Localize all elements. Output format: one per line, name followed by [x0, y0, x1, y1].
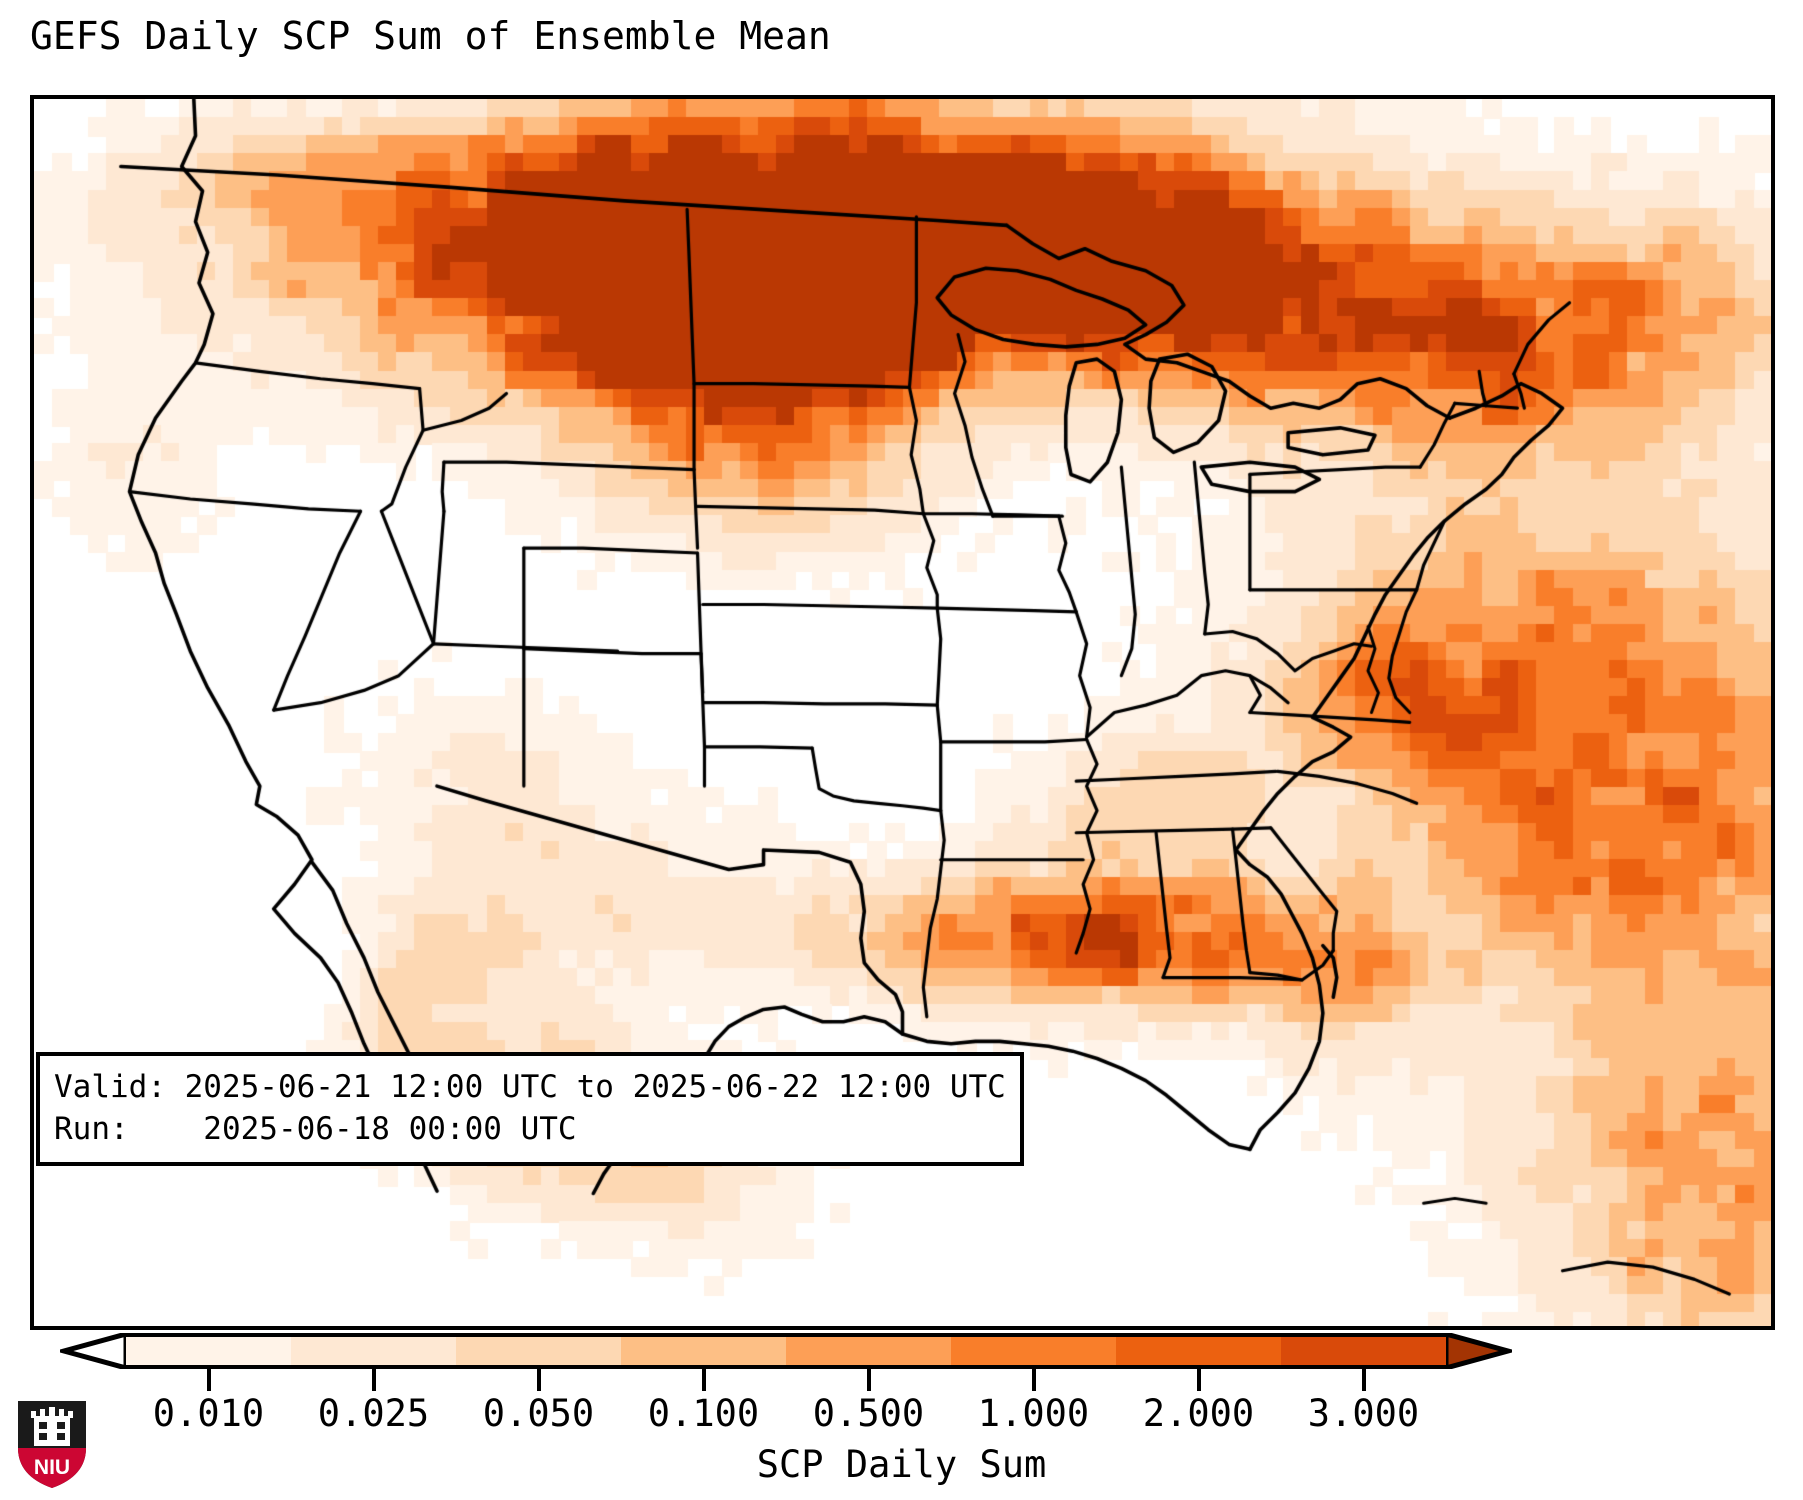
colorbar-tick-labels: 0.010 0.025 0.050 0.100 0.500 1.000 2.000 3.000 — [60, 1392, 1512, 1442]
colorbar-tick-3 — [701, 1369, 706, 1391]
colorbar-over-arrow-icon — [1446, 1333, 1512, 1369]
colorbar-tick-label-0: 0.010 — [152, 1392, 265, 1435]
colorbar-under-arrow-icon — [60, 1333, 126, 1369]
colorbar-tick-2 — [536, 1369, 541, 1391]
colorbar-bands — [126, 1333, 1446, 1369]
colorbar-band-3 — [621, 1337, 786, 1365]
annotation-valid-line: Valid: 2025-06-21 12:00 UTC to 2025-06-2… — [54, 1069, 1006, 1105]
colorbar-band-1 — [291, 1337, 456, 1365]
colorbar-tick-label-5: 1.000 — [977, 1392, 1090, 1435]
colorbar-tick-label-7: 3.000 — [1307, 1392, 1420, 1435]
colorbar — [60, 1333, 1512, 1369]
colorbar-band-4 — [786, 1337, 951, 1365]
colorbar-band-7 — [1281, 1337, 1446, 1365]
colorbar-tick-1 — [371, 1369, 376, 1391]
niu-logo-text: NIU — [34, 1456, 70, 1479]
colorbar-band-5 — [951, 1337, 1116, 1365]
colorbar-ticks — [60, 1369, 1512, 1391]
annotation-run-line: Run: 2025-06-18 00:00 UTC — [54, 1111, 577, 1148]
page-title: GEFS Daily SCP Sum of Ensemble Mean — [30, 14, 831, 58]
colorbar-band-0 — [126, 1337, 291, 1365]
colorbar-tick-0 — [206, 1369, 211, 1391]
niu-logo-icon: NIU — [18, 1401, 86, 1488]
colorbar-tick-label-1: 0.025 — [317, 1392, 430, 1435]
valid-run-annotation-box: Valid: 2025-06-21 12:00 UTC to 2025-06-2… — [36, 1052, 1024, 1167]
colorbar-axis-label: SCP Daily Sum — [756, 1443, 1047, 1486]
colorbar-tick-label-2: 0.050 — [482, 1392, 595, 1435]
colorbar-band-2 — [456, 1337, 621, 1365]
colorbar-tick-5 — [1031, 1369, 1036, 1391]
colorbar-tick-6 — [1196, 1369, 1201, 1391]
colorbar-tick-label-6: 2.000 — [1142, 1392, 1255, 1435]
colorbar-tick-label-3: 0.100 — [647, 1392, 760, 1435]
colorbar-tick-7 — [1361, 1369, 1366, 1391]
colorbar-band-6 — [1116, 1337, 1281, 1365]
colorbar-tick-label-4: 0.500 — [812, 1392, 925, 1435]
colorbar-tick-4 — [866, 1369, 871, 1391]
